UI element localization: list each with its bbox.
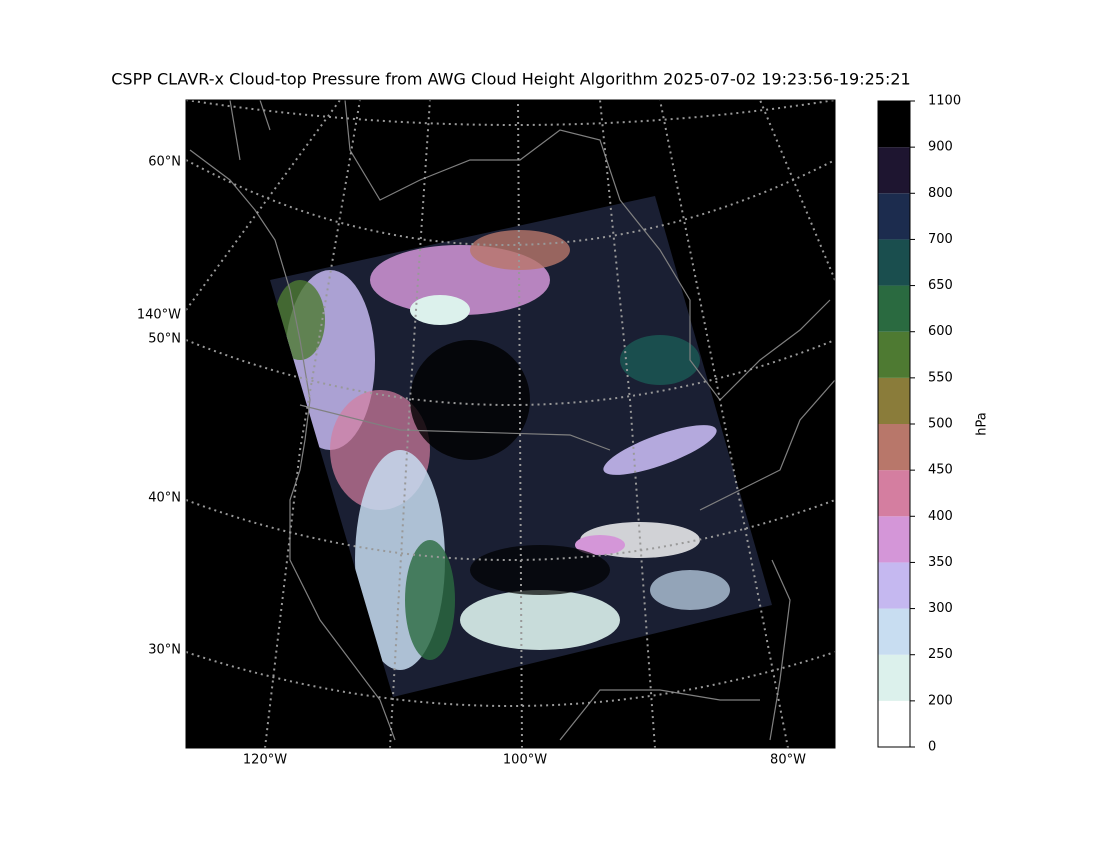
colorbar-tick-label: 800 (928, 186, 953, 201)
colorbar: 0 200 250 300 350 400 450 500 550 600 650 700 800 900… (877, 94, 961, 755)
coastline (229, 100, 271, 161)
colorbar-tick-label: 600 (928, 324, 953, 339)
lat-label: 40°N (148, 491, 181, 506)
graticule (186, 339, 835, 406)
colorbar-segment (878, 700, 910, 747)
graticule (186, 100, 341, 311)
lon-label: 120°W (243, 753, 287, 768)
colorbar-segment (878, 101, 910, 148)
lon-label: 80°W (770, 753, 806, 768)
coastline (559, 379, 835, 741)
colorbar-tick-label: 550 (928, 370, 953, 385)
colorbar-tick-label: 1100 (928, 94, 961, 109)
lon-label: 140°W (137, 308, 181, 323)
cloud-field (275, 230, 730, 670)
colorbar-tick-label: 500 (928, 417, 953, 432)
colorbar-segment (878, 562, 910, 609)
coastline (344, 100, 831, 401)
colorbar-segment (878, 654, 910, 701)
lon-label: 100°W (503, 753, 547, 768)
graticule (264, 100, 361, 748)
border (299, 404, 611, 451)
graticule (186, 100, 835, 126)
colorbar-segment (878, 239, 910, 286)
colorbar-segment (878, 193, 910, 240)
colorbar-tick-label: 400 (928, 509, 953, 524)
graticule (517, 100, 523, 748)
colorbar-tick-label: 200 (928, 693, 953, 708)
coastline (189, 149, 396, 741)
graticule (186, 651, 835, 707)
colorbar-tick-label: 350 (928, 555, 953, 570)
colorbar-segment (878, 424, 910, 471)
graticule (599, 100, 656, 748)
colorbar-segment (878, 285, 910, 332)
lat-label: 50°N (148, 332, 181, 347)
colorbar-label: hPa (975, 412, 990, 435)
colorbar-segment (878, 377, 910, 424)
colorbar-tick-label: 0 (928, 740, 936, 755)
title: CSPP CLAVR-x Cloud-top Pressure from AWG… (111, 70, 910, 89)
graticule (389, 100, 431, 748)
map-frame (185, 99, 836, 749)
graticule (659, 100, 789, 748)
lat-label: 60°N (148, 155, 181, 170)
graticule (186, 499, 835, 561)
colorbar-segment (878, 608, 910, 655)
colorbar-tick-label: 700 (928, 232, 953, 247)
colorbar-tick-label: 900 (928, 140, 953, 155)
map (186, 100, 835, 748)
colorbar-tick-label: 450 (928, 463, 953, 478)
colorbar-tick-label: 250 (928, 647, 953, 662)
lat-label: 30°N (148, 643, 181, 658)
graticule (759, 100, 835, 281)
colorbar-segment (878, 470, 910, 517)
colorbar-segment (878, 516, 910, 563)
colorbar-tick-label: 650 (928, 278, 953, 293)
colorbar-segment (878, 331, 910, 378)
colorbar-segment (878, 147, 910, 194)
colorbar-tick-label: 300 (928, 601, 953, 616)
